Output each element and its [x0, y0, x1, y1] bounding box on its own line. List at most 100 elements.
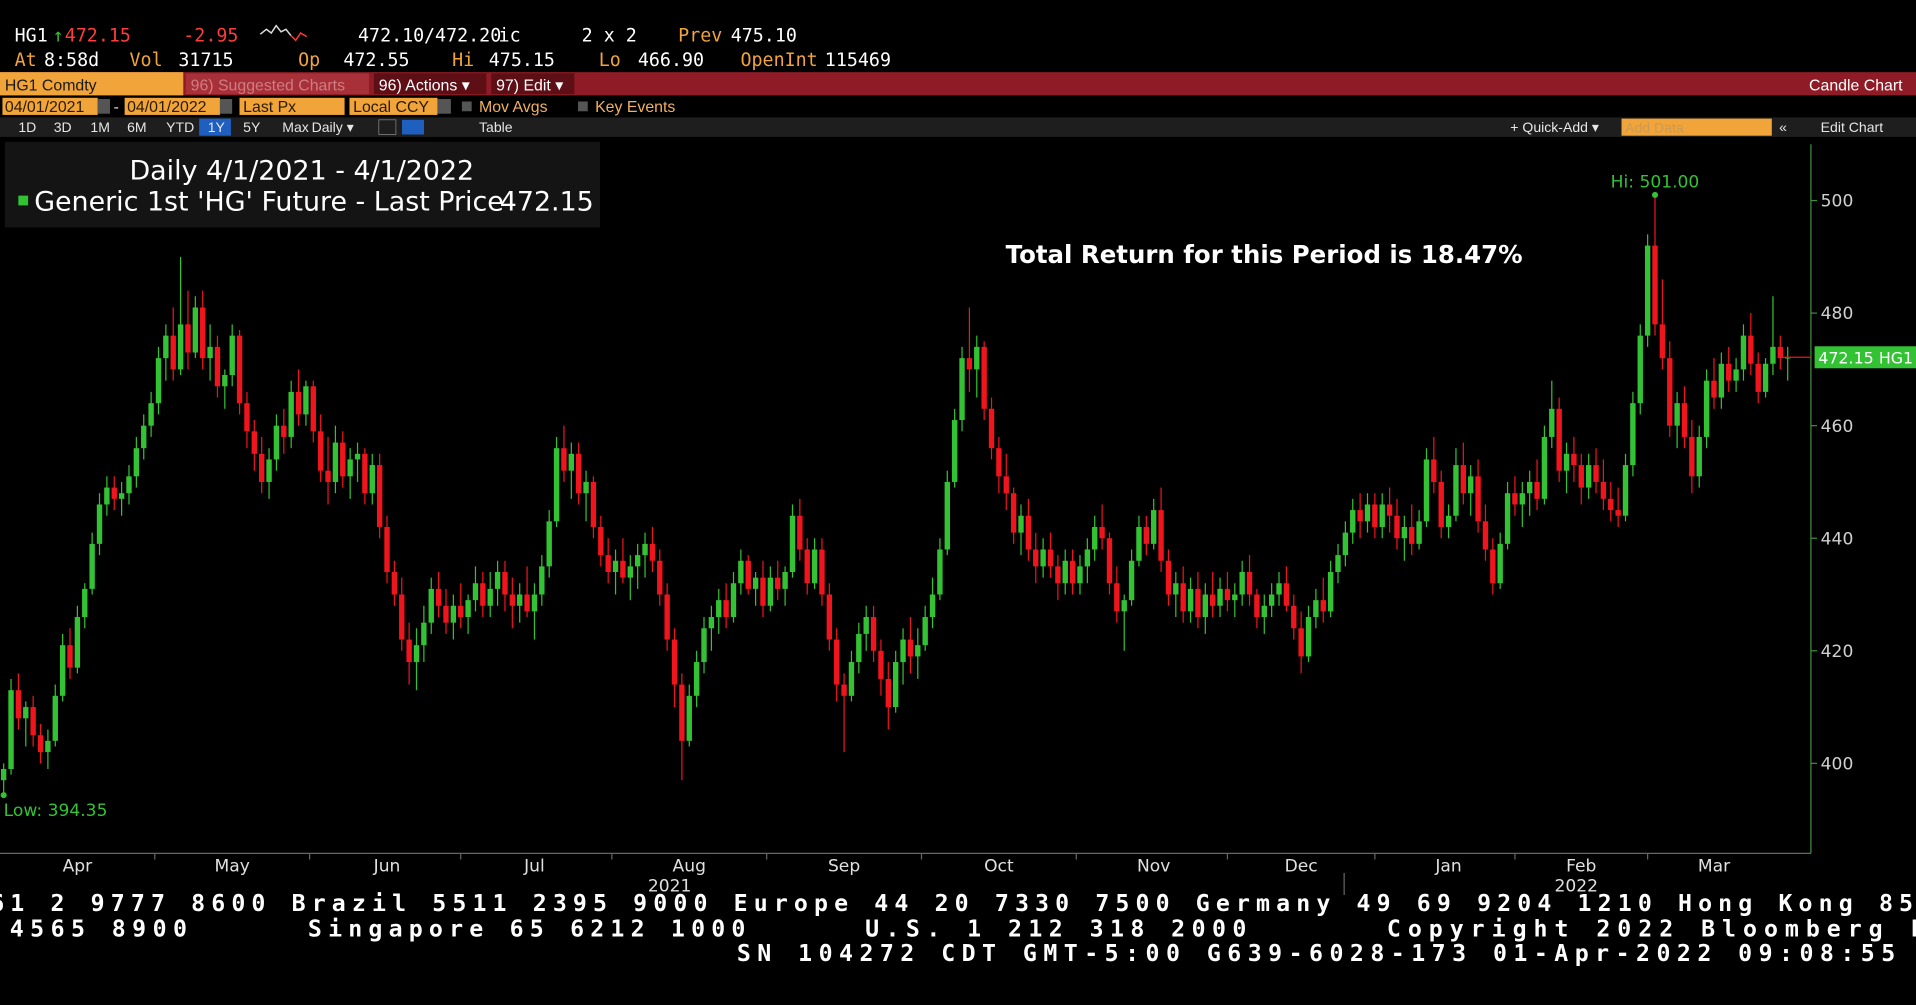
calendar-icon[interactable]: [97, 99, 110, 114]
footer-line: U.S. 1 212 318 2000: [865, 916, 1246, 943]
y-tick-label: 500: [1821, 192, 1854, 212]
range-button[interactable]: 5Y: [243, 119, 261, 135]
oi-label: OpenInt: [740, 50, 817, 71]
line-icon[interactable]: [378, 119, 397, 135]
candle-body: [443, 605, 449, 623]
open: 472.55: [343, 50, 409, 71]
candle-body: [1445, 515, 1452, 527]
time: 8:58d: [44, 50, 99, 71]
candle-body: [185, 324, 191, 353]
candle-body: [362, 453, 368, 494]
frequency[interactable]: Daily ▾: [312, 119, 354, 135]
add-data-box[interactable]: [1621, 118, 1772, 136]
x-tick-label: Mar: [1698, 857, 1731, 877]
candle-body: [23, 707, 29, 719]
dropdown-icon[interactable]: [437, 99, 451, 114]
mov-avgs[interactable]: Mov Avgs: [479, 99, 548, 116]
candle-body: [1526, 481, 1533, 494]
candle-body: [406, 639, 412, 663]
start-date[interactable]: 04/01/2021: [5, 99, 85, 116]
candle-body: [1276, 583, 1282, 595]
low-marker: [0, 792, 7, 799]
candle-icon[interactable]: [402, 119, 425, 135]
candle-body: [15, 690, 22, 719]
prev-label: Prev: [678, 26, 722, 47]
menu-button[interactable]: [185, 73, 370, 95]
candle-body: [310, 386, 316, 432]
range-selected[interactable]: [199, 118, 231, 136]
candle-body: [1681, 403, 1688, 437]
candle-body: [944, 481, 950, 550]
candle-body: [1718, 363, 1725, 398]
edit-menu[interactable]: 97) Edit ▾: [496, 77, 563, 94]
table-button[interactable]: Table: [479, 119, 513, 135]
menu-button[interactable]: [491, 73, 575, 95]
x-tick-label: May: [215, 857, 250, 877]
candle-body: [767, 577, 774, 606]
currency[interactable]: Local CCY: [353, 99, 429, 116]
candle-body: [701, 628, 707, 663]
candle-body: [1254, 594, 1260, 618]
candle-body: [539, 566, 545, 595]
ticker-box[interactable]: [0, 72, 184, 96]
checkbox[interactable]: [461, 101, 472, 112]
candle-body: [657, 560, 663, 595]
sparkline-icon: [259, 24, 292, 36]
range-button[interactable]: 1D: [18, 119, 36, 135]
range-button[interactable]: 1Y: [208, 119, 226, 135]
candle-body: [509, 594, 516, 606]
candle-body: [892, 662, 899, 708]
candle-body: [1512, 493, 1518, 505]
date-box[interactable]: [124, 97, 220, 115]
currency-box[interactable]: [349, 97, 438, 115]
candle-body: [1261, 605, 1267, 618]
candle-body: [583, 481, 589, 494]
oi: 115469: [825, 50, 891, 71]
hi: 475.15: [489, 50, 555, 71]
candle-body: [177, 324, 184, 370]
candle-body: [458, 605, 464, 618]
vol: 31715: [178, 50, 233, 71]
collapse[interactable]: «: [1779, 119, 1787, 135]
date-box[interactable]: [2, 97, 98, 115]
candle-body: [1777, 346, 1784, 359]
range-button[interactable]: Max: [282, 119, 309, 135]
suggested-charts[interactable]: 96) Suggested Charts: [191, 77, 345, 94]
candle-body: [1770, 346, 1776, 364]
candle-body: [834, 639, 840, 685]
key-events[interactable]: Key Events: [595, 99, 675, 116]
candle-body: [8, 690, 14, 769]
candle-body: [1246, 571, 1253, 595]
field[interactable]: Last Px: [243, 99, 296, 116]
range-button[interactable]: 1M: [90, 119, 110, 135]
x-tick-label: Jul: [523, 857, 545, 877]
range-button[interactable]: 6M: [127, 119, 147, 135]
field-box[interactable]: [239, 97, 345, 115]
candle-body: [1711, 380, 1717, 398]
range-button[interactable]: 3D: [54, 119, 72, 135]
candle-body: [244, 403, 250, 432]
candle-body: [222, 375, 228, 387]
checkbox[interactable]: [577, 101, 588, 112]
candle-body: [1585, 465, 1592, 488]
edit-chart[interactable]: Edit Chart: [1821, 119, 1884, 135]
candle-body: [900, 639, 906, 663]
size: 2 x 2: [582, 26, 637, 47]
range-button[interactable]: YTD: [166, 119, 194, 135]
candle-body: [480, 583, 486, 606]
candle-body: [1703, 380, 1710, 437]
candle-body: [1327, 571, 1334, 612]
calendar-icon[interactable]: [219, 99, 233, 114]
end-date[interactable]: 04/01/2022: [127, 99, 207, 116]
ticker[interactable]: HG1 Comdty: [5, 77, 97, 94]
add-data[interactable]: Add Data: [1625, 120, 1684, 136]
candle-body: [693, 662, 700, 696]
candle-body: [59, 645, 66, 696]
actions-menu[interactable]: 96) Actions ▾: [379, 77, 470, 94]
candle-body: [155, 358, 162, 404]
menu-button[interactable]: [373, 73, 487, 95]
quick-add[interactable]: + Quick-Add ▾: [1510, 119, 1599, 135]
toolbar: [0, 117, 1916, 137]
candle-body: [981, 346, 987, 409]
candle-body: [1490, 549, 1496, 584]
